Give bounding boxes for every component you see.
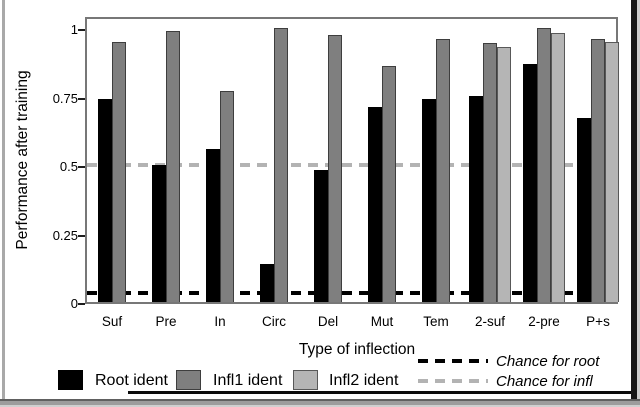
bar-infl1-in [220, 91, 234, 302]
y-tick-mark [78, 29, 85, 31]
legend-label-chance-for-infl: Chance for infl [496, 373, 593, 390]
bar-root-in [206, 149, 220, 302]
bar-root-circ [260, 264, 274, 302]
reference-line-chance-for-root [87, 291, 616, 295]
x-axis-title: Type of inflection [298, 341, 416, 358]
bar-root-2-pre [523, 64, 537, 302]
bar-infl1-2-pre [537, 28, 551, 302]
figure-border-bottom [128, 391, 631, 394]
bar-root-tem [422, 99, 436, 302]
x-tick-label-circ: Circ [262, 314, 286, 329]
plot-area [85, 17, 619, 304]
bar-root-mut [368, 107, 382, 302]
bar-root-p+s [577, 118, 591, 302]
window-edge-right [631, 0, 637, 401]
legend-dash-chance-for-root [418, 359, 488, 363]
x-tick-label-tem: Tem [423, 314, 449, 329]
bar-infl1-p+s [591, 39, 605, 302]
bar-root-pre [152, 165, 166, 302]
bar-infl1-mut [382, 66, 396, 302]
x-tick-label-pre: Pre [155, 314, 177, 329]
bar-infl1-tem [436, 39, 450, 302]
window-edge-right-outer [637, 0, 640, 407]
x-tick-label-mut: Mut [370, 314, 394, 329]
legend-swatch-root-ident [58, 370, 83, 390]
y-tick-mark [78, 97, 85, 100]
y-tick-mark [78, 166, 85, 168]
bar-infl2-p+s [605, 42, 619, 302]
y-tick-label-0.75: 0.75 [52, 90, 78, 106]
x-tick-label-2-suf: 2-suf [474, 314, 506, 329]
bar-root-del [314, 170, 328, 302]
bar-infl1-suf [112, 42, 126, 302]
reference-line-chance-for-infl [87, 163, 616, 167]
x-tick-label-in: In [214, 314, 226, 329]
bar-infl1-del [328, 35, 342, 302]
legend-label-chance-for-root: Chance for root [496, 353, 600, 370]
y-tick-label-0.25: 0.25 [52, 227, 78, 243]
bar-infl2-2-suf [497, 47, 511, 302]
x-tick-label-del: Del [317, 314, 339, 329]
legend-label-infl1-ident: Infl1 ident [213, 372, 283, 389]
legend-label-root-ident: Root ident [95, 372, 168, 389]
bar-infl1-circ [274, 28, 288, 302]
x-tick-label-suf: Suf [101, 314, 123, 329]
y-tick-label-0.5: 0.5 [59, 159, 78, 174]
y-tick-label-1: 1 [70, 22, 78, 37]
bar-infl2-2-pre [551, 33, 565, 302]
y-tick-mark [78, 303, 85, 305]
bar-infl1-2-suf [483, 43, 497, 302]
legend-swatch-infl1-ident [176, 370, 201, 390]
x-tick-label-2-pre: 2-pre [528, 314, 560, 329]
y-axis-title: Performance after training [14, 70, 31, 250]
x-tick-label-p+s: P+s [586, 314, 610, 329]
legend-label-infl2-ident: Infl2 ident [329, 372, 399, 389]
bar-infl1-pre [166, 31, 180, 302]
window-edge-bottom [0, 399, 640, 407]
legend-dash-chance-for-infl [418, 379, 488, 383]
bar-root-suf [98, 99, 112, 302]
legend-swatch-infl2-ident [293, 370, 318, 390]
y-tick-label-0: 0 [70, 296, 78, 311]
window-edge-left [2, 0, 5, 407]
bar-root-2-suf [469, 96, 483, 302]
y-tick-mark [78, 234, 85, 237]
